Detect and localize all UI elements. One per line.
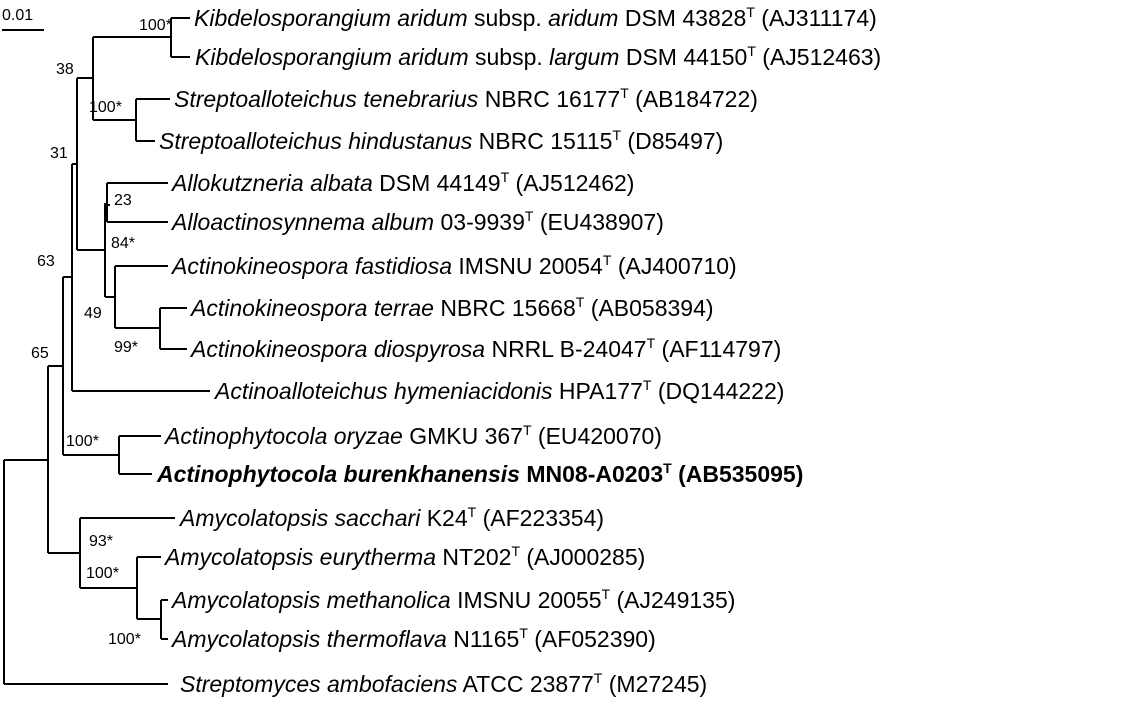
taxon-label: Amycolatopsis eurytherma NT202T (AJ00028… (163, 543, 645, 570)
bootstrap-upper-clade: 31 (50, 145, 68, 162)
taxon-label: Streptoalloteichus tenebrarius NBRC 1617… (174, 85, 758, 112)
scale-bar-label: 0.01 (2, 7, 33, 24)
bootstrap-ingroup: 65 (31, 345, 49, 362)
taxon-label: Kibdelosporangium aridum subsp. largum D… (195, 43, 881, 70)
taxon-label: Amycolatopsis sacchari K24T (AF223354) (178, 504, 604, 531)
taxon-label-highlighted: Actinophytocola burenkhanensis MN08-A020… (156, 460, 803, 487)
taxon-label: Actinophytocola oryzae GMKU 367T (EU4200… (163, 422, 662, 449)
bootstrap-amyco-eury: 100* (86, 565, 119, 582)
bootstrap-kibdelo-strepto: 38 (56, 61, 74, 78)
bootstrap-big-clade: 63 (37, 253, 55, 270)
scale-bar: 0.01 (2, 7, 44, 31)
bootstrap-allo-group: 84* (111, 235, 135, 252)
taxon-label: Kibdelosporangium aridum subsp. aridum D… (194, 4, 877, 31)
taxon-label: Streptomyces ambofaciens ATCC 23877T (M2… (180, 670, 707, 697)
bootstrap-actinokin-pair: 99* (114, 339, 138, 356)
taxon-label: Actinokineospora diospyrosa NRRL B-24047… (189, 335, 781, 362)
bootstrap-values: 100* 38 100* 31 23 84* 49 99* 63 65 100*… (31, 17, 172, 648)
bootstrap-allokutz: 23 (114, 192, 132, 209)
taxon-label: Actinoalloteichus hymeniacidonis HPA177T… (213, 377, 784, 404)
bootstrap-amyco-pair: 100* (108, 631, 141, 648)
tree-branches (3, 17, 210, 685)
bootstrap-actinophyto: 100* (66, 433, 99, 450)
taxon-label: Actinokineospora fastidiosa IMSNU 20054T… (170, 252, 737, 279)
bootstrap-strepto: 100* (89, 99, 122, 116)
bootstrap-amyco-sacchari: 93* (89, 533, 113, 550)
taxon-label: Allokutzneria albata DSM 44149T (AJ51246… (170, 169, 634, 196)
taxon-label: Actinokineospora terrae NBRC 15668T (AB0… (189, 294, 714, 321)
taxon-label: Alloactinosynnema album 03-9939T (EU4389… (170, 208, 664, 235)
taxon-labels: Kibdelosporangium aridum subsp. aridum D… (156, 4, 881, 697)
bootstrap-actinokin: 49 (84, 305, 102, 322)
bootstrap-kibdelo: 100* (139, 17, 172, 34)
taxon-label: Streptoalloteichus hindustanus NBRC 1511… (159, 127, 723, 154)
taxon-label: Amycolatopsis thermoflava N1165T (AF0523… (170, 625, 656, 652)
taxon-label: Amycolatopsis methanolica IMSNU 20055T (… (170, 586, 735, 613)
